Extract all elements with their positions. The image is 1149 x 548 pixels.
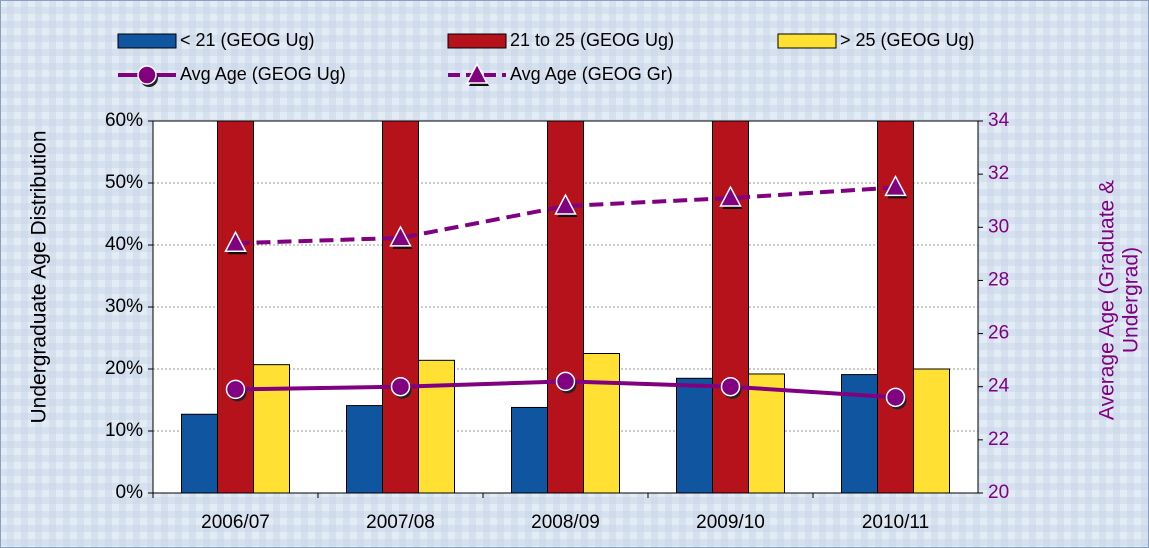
legend-label: 21 to 25 (GEOG Ug) [510,30,674,50]
y-tick-label: 20% [105,358,143,379]
marker [554,193,577,215]
legend-label: Avg Age (GEOG Gr) [510,64,673,84]
bar [181,413,218,493]
legend-swatch [447,33,507,49]
y-tick-label: 0% [116,482,144,503]
line [235,185,896,246]
x-tick-label: 2009/10 [696,512,765,533]
bar [382,121,419,493]
marker [465,62,489,84]
bar [913,368,950,493]
y2-axis-title: Average Age (Graduate & [1096,180,1119,420]
legend-label: > 25 (GEOG Ug) [840,30,975,50]
y-tick-label: 30% [105,296,143,317]
legend-label: < 21 (GEOG Ug) [180,30,315,50]
y2-tick-label: 24 [988,376,1010,397]
y2-tick-label: 30 [988,216,1009,237]
bars [181,121,950,493]
y2-tick-label: 32 [988,163,1009,184]
y-tick-label: 10% [105,420,143,441]
marker [390,376,411,397]
legend-label: Avg Age (GEOG Ug) [180,64,346,84]
y2-axis-title: Undergrad) [1120,247,1143,353]
x-tick-label: 2010/11 [862,512,929,533]
y-axis-title: Undergraduate Age Distribution [28,130,51,423]
legend-swatch [777,33,837,49]
bar [676,377,713,493]
y-tick-label: 50% [105,172,143,193]
y2-tick-label: 34 [988,110,1010,131]
marker [555,371,576,392]
x-tick-label: 2007/08 [366,512,435,533]
plot-border [152,120,979,494]
y2-tick-label: 28 [988,269,1009,290]
bar [547,121,584,493]
marker [884,174,907,197]
y-tick-label: 40% [105,234,143,255]
bar [877,121,914,493]
bar [253,364,290,493]
bar [583,353,620,493]
marker [225,379,246,400]
marker [224,230,247,252]
y2-tick-label: 22 [988,429,1009,450]
marker [885,387,906,408]
marker [719,185,742,207]
y-tick-label: 60% [105,110,143,131]
bar [748,373,785,493]
bar [712,121,749,493]
bar [511,406,548,493]
x-tick-label: 2008/09 [531,512,600,533]
marker [720,376,741,397]
bar [346,405,383,493]
marker [137,65,157,85]
bar [217,121,254,493]
legend-swatch [117,33,177,49]
bar [418,359,455,493]
y2-tick-label: 26 [988,323,1009,344]
marker [389,225,412,247]
y2-tick-label: 20 [988,482,1009,503]
x-tick-label: 2006/07 [201,512,270,533]
